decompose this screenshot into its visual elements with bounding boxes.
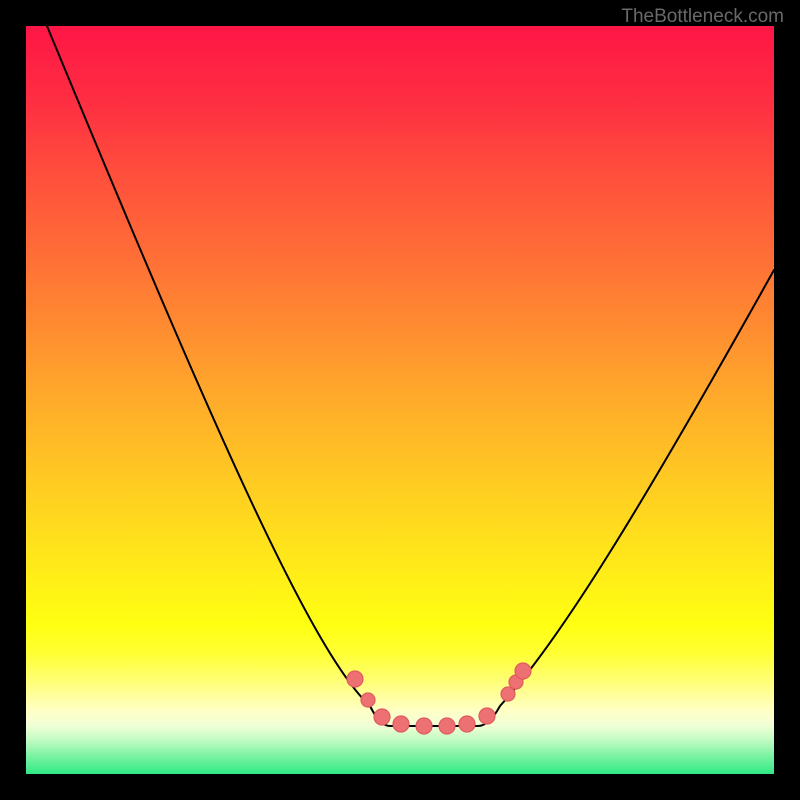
marker-point: [374, 709, 390, 725]
markers-group: [347, 663, 531, 734]
attribution-text: TheBottleneck.com: [621, 6, 784, 28]
curve-layer: [26, 26, 774, 774]
marker-point: [459, 716, 475, 732]
plot-area: [26, 26, 774, 774]
marker-point: [515, 663, 531, 679]
marker-point: [479, 708, 495, 724]
marker-point: [347, 671, 363, 687]
chart-root: TheBottleneck.com: [0, 0, 800, 800]
marker-point: [393, 716, 409, 732]
bottleneck-curve: [47, 26, 774, 726]
marker-point: [416, 718, 432, 734]
marker-point: [439, 718, 455, 734]
marker-point: [361, 693, 375, 707]
marker-point: [501, 687, 515, 701]
